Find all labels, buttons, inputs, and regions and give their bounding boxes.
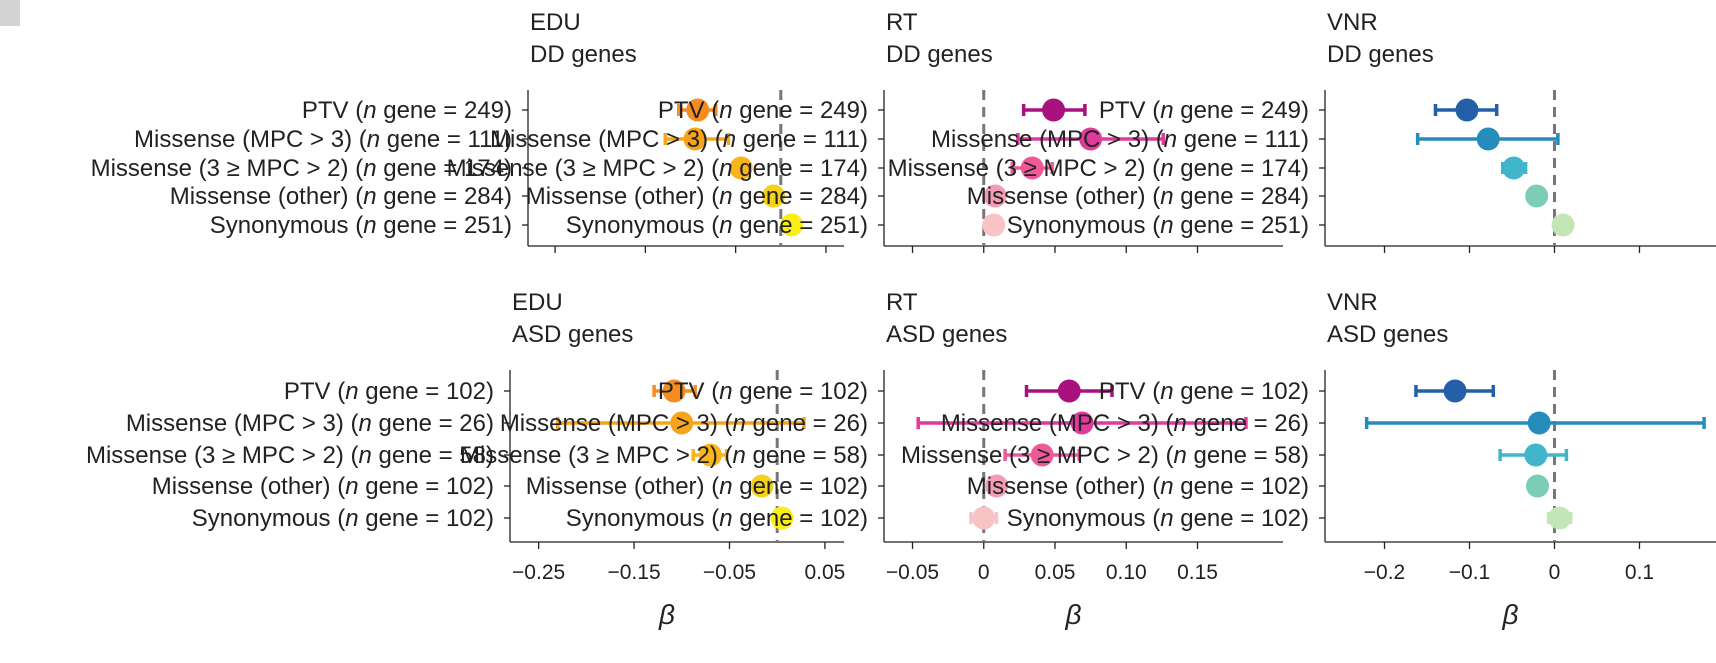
beta-point <box>1526 474 1549 498</box>
x-axis-label: β <box>1065 599 1082 630</box>
category-label: Missense (MPC > 3) (n gene = 111) <box>490 126 868 153</box>
beta-point <box>982 213 1006 237</box>
category-label: Missense (3 ≥ MPC > 2) (n gene = 174) <box>91 155 512 182</box>
category-label: PTV (n gene = 249) <box>658 97 868 124</box>
category-label: Synonymous (n gene = 251) <box>1007 212 1309 239</box>
panel-title-trait: EDU <box>530 9 581 36</box>
x-tick-label: −0.2 <box>1364 561 1405 584</box>
category-label: Missense (3 ≥ MPC > 2) (n gene = 174) <box>447 155 868 182</box>
beta-point <box>1020 156 1044 180</box>
panel-title-geneset: ASD genes <box>1327 321 1448 348</box>
category-label: Missense (other) (n gene = 102) <box>152 473 494 500</box>
panel-5: RT ASD genes −0.05 0 0.05 0.10 0.15 β PTV (n gen… <box>460 289 1283 630</box>
panel-1: EDU DD genes PTV (n gene = 249)Missense (M… <box>91 9 844 253</box>
category-label: Synonymous (n gene = 102) <box>1007 505 1309 532</box>
corner-marker <box>0 0 20 26</box>
panel-title-trait: RT <box>886 289 918 316</box>
beta-point <box>1042 98 1066 122</box>
beta-point <box>1502 156 1526 180</box>
panel-title-geneset: DD genes <box>530 41 637 68</box>
x-tick-label: 0.1 <box>1625 561 1654 584</box>
panel-title-geneset: ASD genes <box>886 321 1007 348</box>
beta-point <box>770 506 794 530</box>
panel-2: RT DD genes PTV (n gene = 249)Missense (MP… <box>447 9 1283 253</box>
x-tick-label: −0.05 <box>886 561 939 584</box>
x-axis-label: β <box>658 599 675 630</box>
panel-title-geneset: DD genes <box>1327 41 1434 68</box>
category-label: Synonymous (n gene = 102) <box>566 505 868 532</box>
category-label: Missense (other) (n gene = 102) <box>967 473 1309 500</box>
beta-point <box>670 411 694 435</box>
category-label: Synonymous (n gene = 102) <box>192 505 494 532</box>
category-label: PTV (n gene = 249) <box>1099 97 1309 124</box>
category-label: Missense (MPC > 3) (n gene = 111) <box>931 126 1309 153</box>
category-label: Synonymous (n gene = 251) <box>210 212 512 239</box>
beta-point <box>972 506 996 530</box>
beta-point <box>686 98 710 122</box>
x-axis-label: β <box>1502 599 1519 630</box>
beta-point <box>1548 506 1572 530</box>
beta-point <box>985 474 1009 498</box>
category-label: PTV (n gene = 102) <box>658 378 868 405</box>
category-label: Missense (MPC > 3) (n gene = 26) <box>941 410 1309 437</box>
panel-4: EDU ASD genes −0.25 −0.15 −0.05 0.05 β PTV (n g… <box>86 289 845 630</box>
beta-point <box>1443 379 1467 403</box>
x-tick-label: 0.05 <box>804 561 845 584</box>
beta-point <box>698 443 722 467</box>
x-tick-label: −0.15 <box>607 561 660 584</box>
beta-point <box>1070 411 1094 435</box>
category-label: Missense (MPC > 3) (n gene = 26) <box>500 410 868 437</box>
category-label: Missense (other) (n gene = 102) <box>526 473 868 500</box>
panel-title-trait: RT <box>886 9 918 36</box>
x-tick-label: 0.15 <box>1177 561 1218 584</box>
beta-point <box>683 127 707 151</box>
panel-title-trait: EDU <box>512 289 563 316</box>
category-label: PTV (n gene = 102) <box>284 378 494 405</box>
category-label: Missense (3 ≥ MPC > 2) (n gene = 58) <box>460 442 868 469</box>
beta-point <box>1030 443 1054 467</box>
panel-title-geneset: DD genes <box>886 41 993 68</box>
panel-title-geneset: ASD genes <box>512 321 633 348</box>
category-label: Missense (other) (n gene = 284) <box>967 183 1309 210</box>
beta-point <box>1551 213 1575 237</box>
beta-point <box>1476 127 1500 151</box>
category-label: Missense (other) (n gene = 284) <box>526 183 868 210</box>
category-label: PTV (n gene = 249) <box>302 97 512 124</box>
beta-point <box>762 184 786 208</box>
panel-title-trait: VNR <box>1327 289 1378 316</box>
category-label: Synonymous (n gene = 251) <box>566 212 868 239</box>
panel-title-trait: VNR <box>1327 9 1378 36</box>
beta-point <box>780 213 804 237</box>
x-tick-label: −0.05 <box>703 561 756 584</box>
beta-point <box>1527 411 1551 435</box>
x-tick-label: 0 <box>978 561 990 584</box>
beta-point <box>1079 127 1103 151</box>
x-tick-label: −0.25 <box>512 561 565 584</box>
beta-point <box>1455 98 1479 122</box>
x-tick-label: 0.05 <box>1035 561 1076 584</box>
beta-point <box>1525 184 1549 208</box>
panel-6: VNR ASD genes −0.2 −0.1 0 0.1 β PTV (n gene = 1… <box>901 289 1716 630</box>
beta-point <box>662 379 686 403</box>
category-label: Missense (MPC > 3) (n gene = 26) <box>126 410 494 437</box>
category-label: Missense (3 ≥ MPC > 2) (n gene = 58) <box>901 442 1309 469</box>
x-tick-label: 0.10 <box>1106 561 1147 584</box>
panel-3: VNR DD genes PTV (n gene = 249)Missense (M… <box>888 9 1716 253</box>
category-label: Missense (MPC > 3) (n gene = 111) <box>134 126 512 153</box>
beta-point <box>1524 443 1548 467</box>
beta-point <box>1057 379 1081 403</box>
beta-point <box>750 474 774 498</box>
beta-point <box>983 184 1007 208</box>
x-tick-label: −0.1 <box>1449 561 1490 584</box>
category-label: PTV (n gene = 102) <box>1099 378 1309 405</box>
category-label: Missense (3 ≥ MPC > 2) (n gene = 58) <box>86 442 494 469</box>
category-label: Missense (3 ≥ MPC > 2) (n gene = 174) <box>888 155 1309 182</box>
category-label: Missense (other) (n gene = 284) <box>170 183 512 210</box>
x-tick-label: 0 <box>1549 561 1561 584</box>
beta-point <box>729 156 753 180</box>
